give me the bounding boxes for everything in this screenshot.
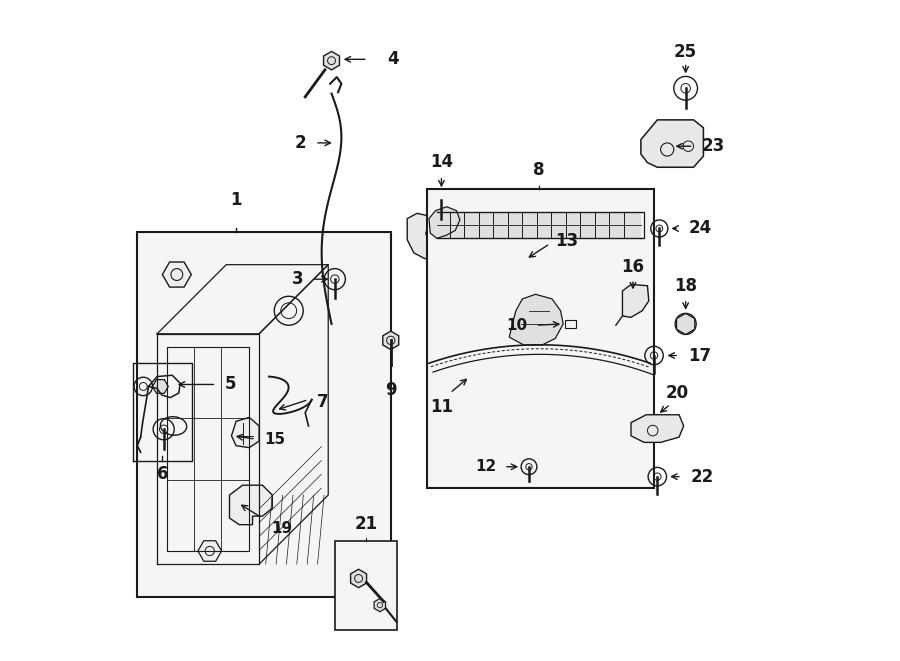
Text: 4: 4	[388, 50, 399, 68]
Polygon shape	[509, 294, 563, 345]
Bar	[565, 320, 576, 328]
Text: 21: 21	[355, 515, 378, 533]
Polygon shape	[323, 52, 339, 70]
Text: 19: 19	[271, 522, 292, 536]
Polygon shape	[231, 417, 259, 447]
Text: 11: 11	[430, 398, 453, 416]
Text: 20: 20	[665, 383, 688, 402]
Polygon shape	[641, 120, 704, 167]
Text: 13: 13	[555, 232, 579, 250]
Bar	[335, 541, 397, 630]
Text: 16: 16	[622, 258, 644, 276]
Text: 10: 10	[507, 318, 527, 332]
Text: 18: 18	[674, 277, 698, 295]
Polygon shape	[374, 598, 385, 611]
Polygon shape	[623, 284, 649, 317]
Text: 15: 15	[265, 432, 285, 447]
Text: 14: 14	[430, 153, 453, 171]
Text: 7: 7	[317, 393, 328, 410]
Polygon shape	[407, 214, 598, 357]
Text: 12: 12	[475, 459, 496, 474]
Polygon shape	[152, 379, 168, 393]
Text: 24: 24	[688, 219, 712, 237]
Text: 6: 6	[157, 465, 168, 483]
Text: 9: 9	[385, 381, 397, 399]
Bar	[427, 189, 654, 488]
Text: 23: 23	[702, 137, 725, 155]
Bar	[138, 232, 391, 597]
Polygon shape	[631, 414, 684, 442]
Text: 17: 17	[688, 346, 711, 364]
Text: 25: 25	[674, 42, 698, 61]
Polygon shape	[429, 207, 460, 239]
Polygon shape	[677, 313, 695, 334]
Text: 2: 2	[295, 134, 307, 152]
Polygon shape	[198, 541, 221, 561]
Polygon shape	[230, 485, 273, 525]
Polygon shape	[382, 331, 399, 350]
Text: 8: 8	[533, 161, 544, 179]
Text: 5: 5	[225, 375, 237, 393]
Polygon shape	[162, 262, 192, 287]
Text: 1: 1	[230, 191, 242, 209]
Text: 22: 22	[691, 467, 715, 486]
Text: 3: 3	[292, 270, 304, 288]
Polygon shape	[351, 569, 366, 588]
